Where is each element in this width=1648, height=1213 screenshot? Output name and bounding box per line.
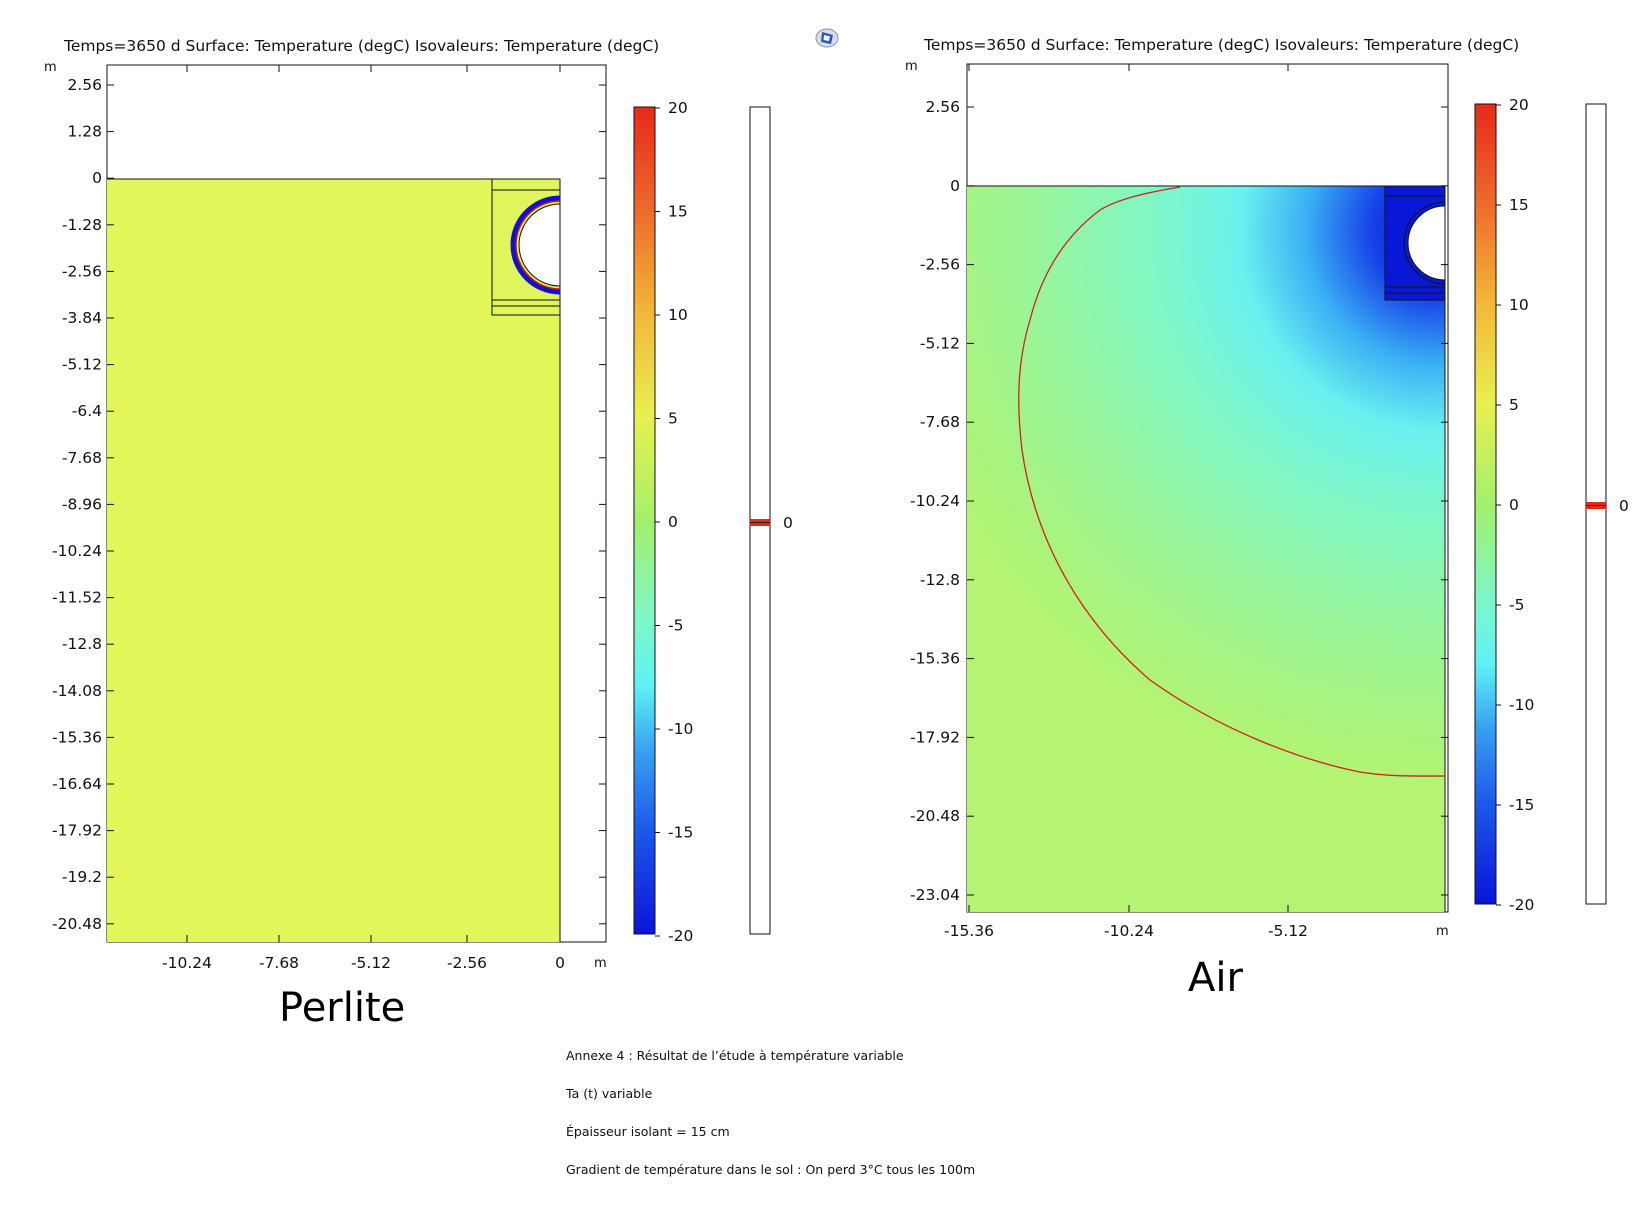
perlite-isoline-label: 0 xyxy=(783,514,793,532)
perlite-colorbar-tick-label: 20 xyxy=(668,99,688,117)
air-colorbar-tick-label: 10 xyxy=(1509,296,1529,314)
air-y-tick-label: -23.04 xyxy=(910,886,960,904)
perlite-colorbar-tick-label: 5 xyxy=(668,410,678,428)
perlite-colorbar-tick-label: 0 xyxy=(668,513,678,531)
perlite-y-tick-label: -3.84 xyxy=(62,309,102,327)
air-zero-isoline xyxy=(1018,186,1445,777)
air-y-tick-label: 2.56 xyxy=(925,98,960,116)
perlite-y-tick-label: -20.48 xyxy=(52,915,102,933)
perlite-x-tick-label: -7.68 xyxy=(259,954,299,972)
air-colorbar-ticks: 20 15 10 5 0 -5 -10 -15 -20 xyxy=(1496,96,1534,914)
perlite-y-tick-label: -5.12 xyxy=(62,356,102,374)
note-insulation-thickness: Épaisseur isolant = 15 cm xyxy=(566,1124,730,1139)
perlite-temperature-surface xyxy=(107,179,560,942)
perlite-y-tick-label: -11.52 xyxy=(52,589,102,607)
air-x-unit: m xyxy=(1436,924,1449,939)
air-x-tick-label: -15.36 xyxy=(944,922,994,940)
perlite-x-tick-label: 0 xyxy=(555,954,565,972)
air-colorbar-tick-label: 20 xyxy=(1509,96,1529,114)
air-colorbar-tick-label: -10 xyxy=(1509,696,1534,714)
perlite-y-tick-label: -16.64 xyxy=(52,775,102,793)
perlite-caption: Perlite xyxy=(279,985,406,1031)
perlite-y-axis: 2.56 1.28 0 -1.28 -2.56 -3.84 -5.12 -6.4 -7.68 -8… xyxy=(52,76,606,933)
air-isoline-label: 0 xyxy=(1619,497,1629,515)
perlite-plot-title: Temps=3650 d Surface: Temperature (degC)… xyxy=(63,37,659,55)
perlite-y-tick-label: 2.56 xyxy=(67,76,102,94)
perlite-colorbar-tick-label: -10 xyxy=(668,720,693,738)
air-y-tick-label: -2.56 xyxy=(920,256,960,274)
annex-title: Annexe 4 : Résultat de l’étude à tempéra… xyxy=(566,1048,904,1063)
air-y-axis: 2.56 0 -2.56 -5.12 -7.68 -10.24 -12.8 -15.36 -17… xyxy=(910,98,1448,904)
air-x-axis: -15.36 -10.24 -5.12 xyxy=(944,64,1308,940)
perlite-y-tick-label: -8.96 xyxy=(62,495,102,513)
air-colorbar-tick-label: 5 xyxy=(1509,396,1519,414)
air-y-tick-label: 0 xyxy=(950,177,960,195)
perlite-y-tick-label: -19.2 xyxy=(62,868,102,886)
perlite-colorbar-tick-label: 15 xyxy=(668,203,688,221)
air-y-tick-label: -10.24 xyxy=(910,492,960,510)
perlite-colorbar-tick-label: 10 xyxy=(668,306,688,324)
air-y-tick-label: -5.12 xyxy=(920,334,960,352)
perlite-x-tick-label: -2.56 xyxy=(447,954,487,972)
comsol-app-icon[interactable] xyxy=(815,27,839,49)
perlite-y-tick-label: -1.28 xyxy=(62,216,102,234)
perlite-x-unit: m xyxy=(594,956,607,971)
perlite-colorbar-tick-label: -5 xyxy=(668,617,683,635)
air-colorbar-tick-label: 0 xyxy=(1509,496,1519,514)
annex-notes: Annexe 4 : Résultat de l’étude à tempéra… xyxy=(566,1046,986,1198)
air-pipe-trench xyxy=(1384,185,1446,301)
perlite-pipe-trench xyxy=(491,178,561,316)
air-y-tick-label: -12.8 xyxy=(920,571,960,589)
perlite-x-tick-label: -5.12 xyxy=(351,954,391,972)
air-y-unit: m xyxy=(905,59,918,74)
perlite-y-tick-label: -2.56 xyxy=(62,262,102,280)
perlite-colorbar-ticks: 20 15 10 5 0 -5 -10 -15 -20 xyxy=(655,99,693,945)
perlite-y-tick-label: -14.08 xyxy=(52,682,102,700)
perlite-y-tick-label: -12.8 xyxy=(62,635,102,653)
perlite-x-tick-label: -10.24 xyxy=(162,954,212,972)
air-colorbar-tick-label: -20 xyxy=(1509,896,1534,914)
perlite-plot: Temps=3650 d Surface: Temperature (degC)… xyxy=(44,37,793,972)
perlite-x-axis: -10.24 -7.68 -5.12 -2.56 0 xyxy=(162,65,565,972)
air-y-tick-label: -20.48 xyxy=(910,807,960,825)
perlite-y-tick-label: -15.36 xyxy=(52,728,102,746)
air-plot: Temps=3650 d Surface: Temperature (degC)… xyxy=(905,36,1629,940)
perlite-y-tick-label: 0 xyxy=(92,169,102,187)
air-x-tick-label: -5.12 xyxy=(1268,922,1308,940)
air-x-tick-label: -10.24 xyxy=(1104,922,1154,940)
air-temperature-surface xyxy=(967,186,1445,912)
air-y-tick-label: -7.68 xyxy=(920,413,960,431)
note-soil-gradient: Gradient de température dans le sol : On… xyxy=(566,1162,976,1177)
air-y-tick-label: -17.92 xyxy=(910,728,960,746)
perlite-y-tick-label: -6.4 xyxy=(72,402,102,420)
perlite-colorbar-tick-label: -20 xyxy=(668,927,693,945)
perlite-y-tick-label: -10.24 xyxy=(52,542,102,560)
perlite-y-unit: m xyxy=(44,60,57,75)
air-y-tick-label: -15.36 xyxy=(910,650,960,668)
air-colorbar xyxy=(1474,103,1497,905)
perlite-colorbar xyxy=(633,106,656,935)
air-plot-title: Temps=3650 d Surface: Temperature (degC)… xyxy=(923,36,1519,54)
air-colorbar-tick-label: 15 xyxy=(1509,196,1529,214)
air-caption: Air xyxy=(1188,955,1243,1001)
perlite-y-tick-label: 1.28 xyxy=(67,123,102,141)
note-ambient-temp: Ta (t) variable xyxy=(566,1086,653,1101)
perlite-y-tick-label: -7.68 xyxy=(62,449,102,467)
perlite-y-tick-label: -17.92 xyxy=(52,822,102,840)
perlite-colorbar-tick-label: -15 xyxy=(668,824,693,842)
air-colorbar-tick-label: -15 xyxy=(1509,796,1534,814)
air-colorbar-tick-label: -5 xyxy=(1509,596,1524,614)
